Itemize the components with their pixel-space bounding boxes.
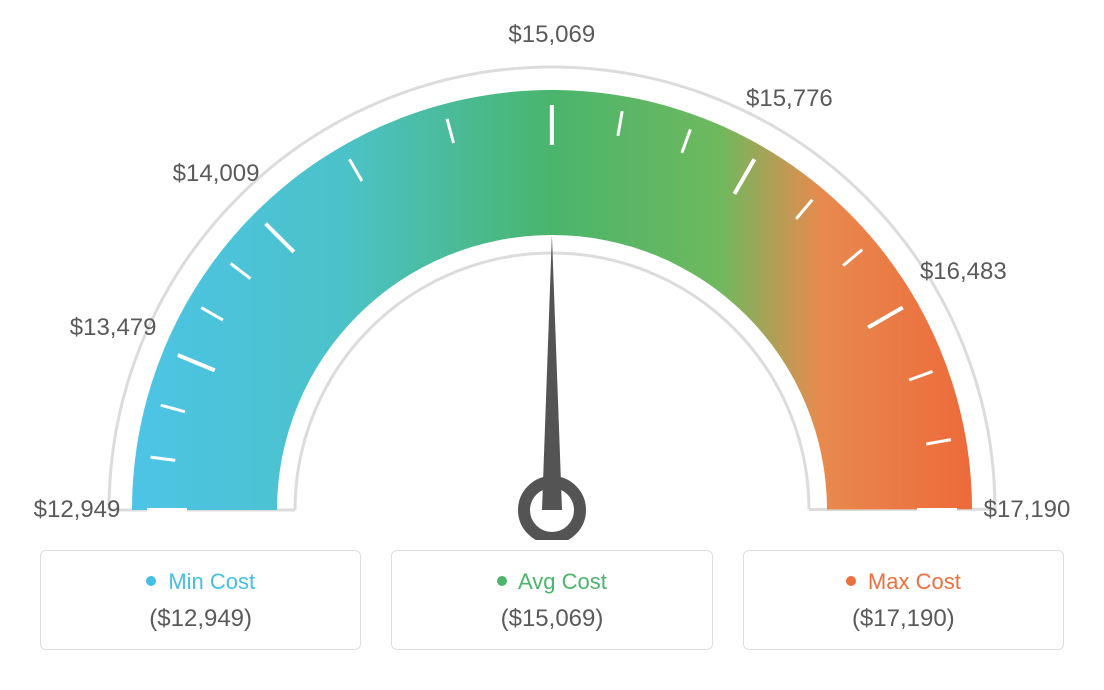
dot-min-icon	[146, 576, 156, 586]
gauge-tick-label: $13,479	[70, 314, 157, 342]
legend-value-max: ($17,190)	[754, 605, 1053, 633]
legend-title-avg: Avg Cost	[402, 569, 701, 595]
legend-card-max: Max Cost ($17,190)	[743, 550, 1064, 650]
legend-label-min: Min Cost	[168, 569, 255, 594]
gauge-needle	[542, 235, 562, 510]
gauge-tick-label: $15,776	[746, 85, 833, 113]
legend-title-max: Max Cost	[754, 569, 1053, 595]
dot-max-icon	[846, 576, 856, 586]
legend-card-avg: Avg Cost ($15,069)	[391, 550, 712, 650]
legend-value-avg: ($15,069)	[402, 605, 701, 633]
gauge-tick-label: $14,009	[173, 160, 260, 188]
legend-label-max: Max Cost	[868, 569, 961, 594]
legend-label-avg: Avg Cost	[518, 569, 607, 594]
legend-value-min: ($12,949)	[51, 605, 350, 633]
gauge-chart: $12,949 $13,479 $14,009 $15,069 $15,776 $16,4…	[0, 0, 1104, 540]
legend-row: Min Cost ($12,949) Avg Cost ($15,069) Ma…	[0, 550, 1104, 650]
gauge-tick-label: $16,483	[920, 258, 1007, 286]
legend-card-min: Min Cost ($12,949)	[40, 550, 361, 650]
legend-title-min: Min Cost	[51, 569, 350, 595]
gauge-tick-label: $12,949	[34, 496, 121, 524]
gauge-tick-label: $15,069	[508, 21, 595, 49]
gauge-tick-label: $17,190	[984, 496, 1071, 524]
dot-avg-icon	[497, 576, 507, 586]
